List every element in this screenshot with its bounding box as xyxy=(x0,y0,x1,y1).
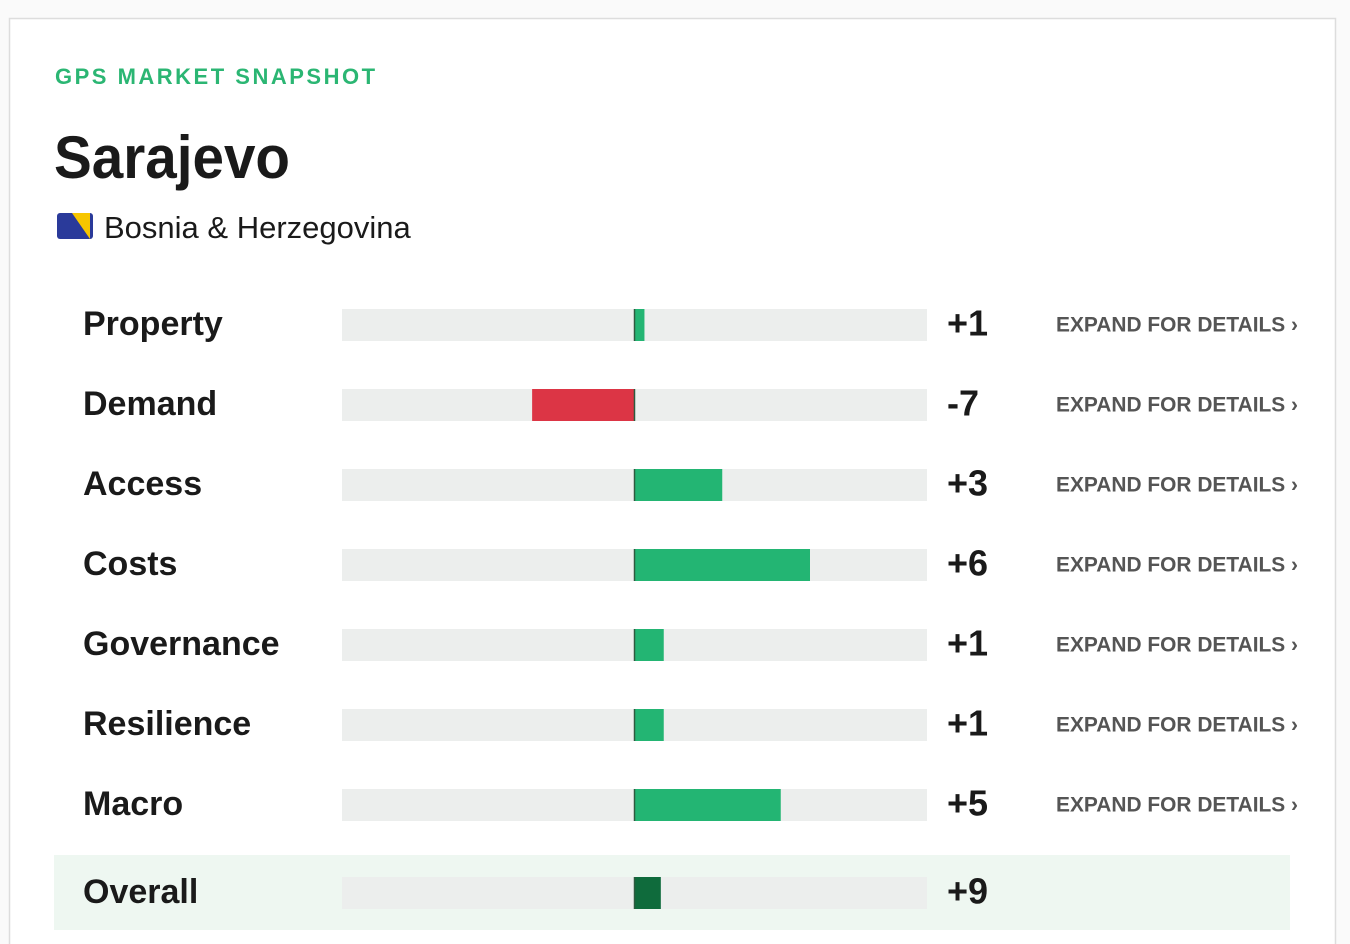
score: -7 xyxy=(947,383,979,424)
row-label: Macro xyxy=(83,785,183,823)
row-label: Access xyxy=(83,465,202,503)
kicker: GPS MARKET SNAPSHOT xyxy=(55,64,378,89)
expand-link[interactable]: EXPAND FOR DETAILS › xyxy=(1056,794,1298,817)
expand-link[interactable]: EXPAND FOR DETAILS › xyxy=(1056,634,1298,657)
score: +5 xyxy=(947,783,988,824)
expand-link[interactable]: EXPAND FOR DETAILS › xyxy=(1056,714,1298,737)
expand-link[interactable]: EXPAND FOR DETAILS › xyxy=(1056,314,1298,337)
score: +1 xyxy=(947,623,988,664)
row-label: Demand xyxy=(83,385,217,423)
row-label: Resilience xyxy=(83,705,251,743)
score: +6 xyxy=(947,543,988,584)
flag xyxy=(57,213,93,239)
bar xyxy=(532,389,635,421)
row-label: Governance xyxy=(83,625,280,663)
expand-link[interactable]: EXPAND FOR DETAILS › xyxy=(1056,554,1298,577)
row-label: Costs xyxy=(83,545,177,583)
bar xyxy=(634,549,810,581)
bar xyxy=(634,709,664,741)
bar xyxy=(634,789,781,821)
bar xyxy=(634,469,723,501)
score: +1 xyxy=(947,303,988,344)
score: +3 xyxy=(947,463,988,504)
bar xyxy=(634,309,645,341)
row-label: Property xyxy=(83,305,223,343)
expand-link[interactable]: EXPAND FOR DETAILS › xyxy=(1056,394,1298,417)
bar xyxy=(634,877,661,909)
row-label: Overall xyxy=(83,873,198,911)
bar xyxy=(634,629,664,661)
city-title: Sarajevo xyxy=(54,124,290,191)
expand-link[interactable]: EXPAND FOR DETAILS › xyxy=(1056,474,1298,497)
score: +9 xyxy=(947,871,988,912)
country: Bosnia & Herzegovina xyxy=(104,210,411,245)
score: +1 xyxy=(947,703,988,744)
